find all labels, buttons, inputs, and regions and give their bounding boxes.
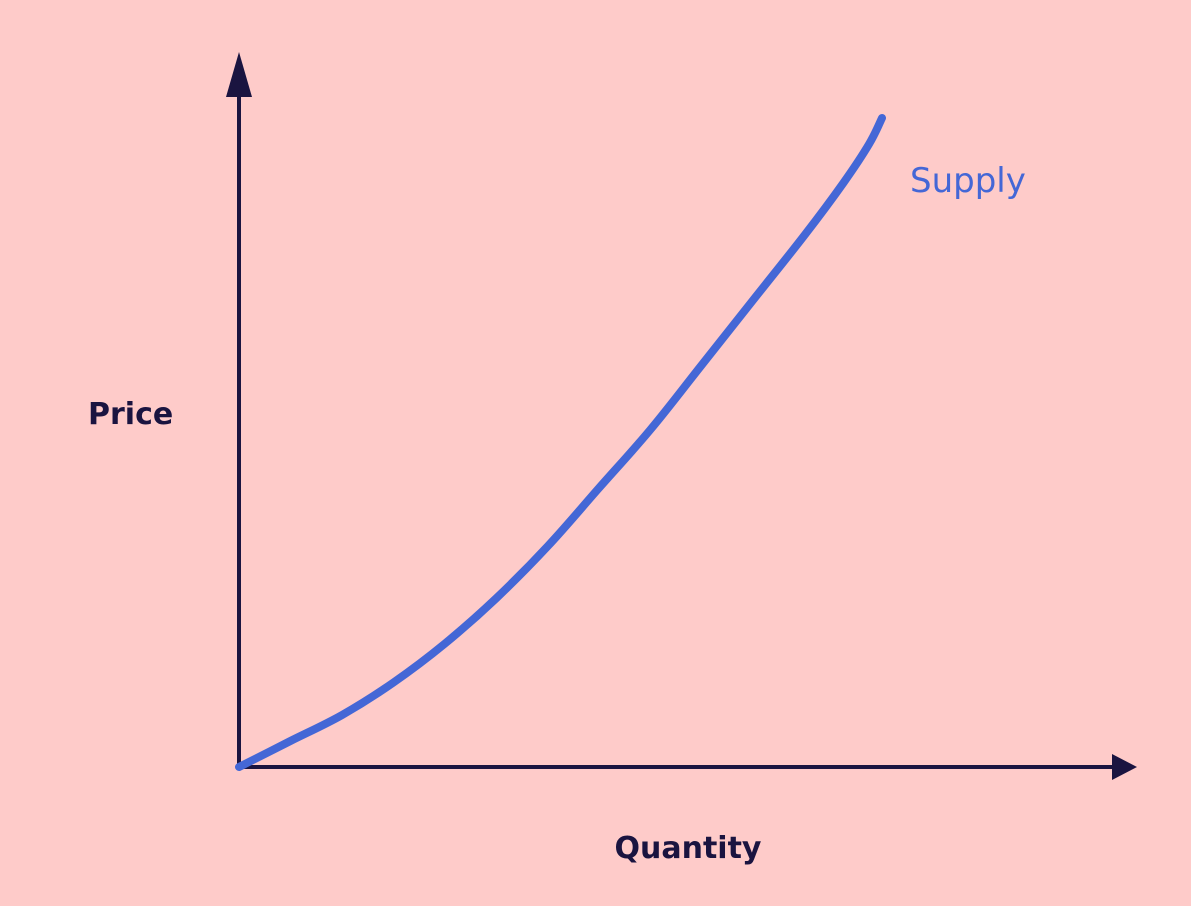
x-axis-arrowhead (1112, 754, 1137, 780)
x-axis-label: Quantity (615, 831, 762, 866)
supply-curve (235, 114, 886, 771)
supply-series-label: Supply (910, 161, 1026, 201)
y-axis-label: Price (88, 397, 173, 432)
y-axis-arrowhead (226, 52, 252, 97)
